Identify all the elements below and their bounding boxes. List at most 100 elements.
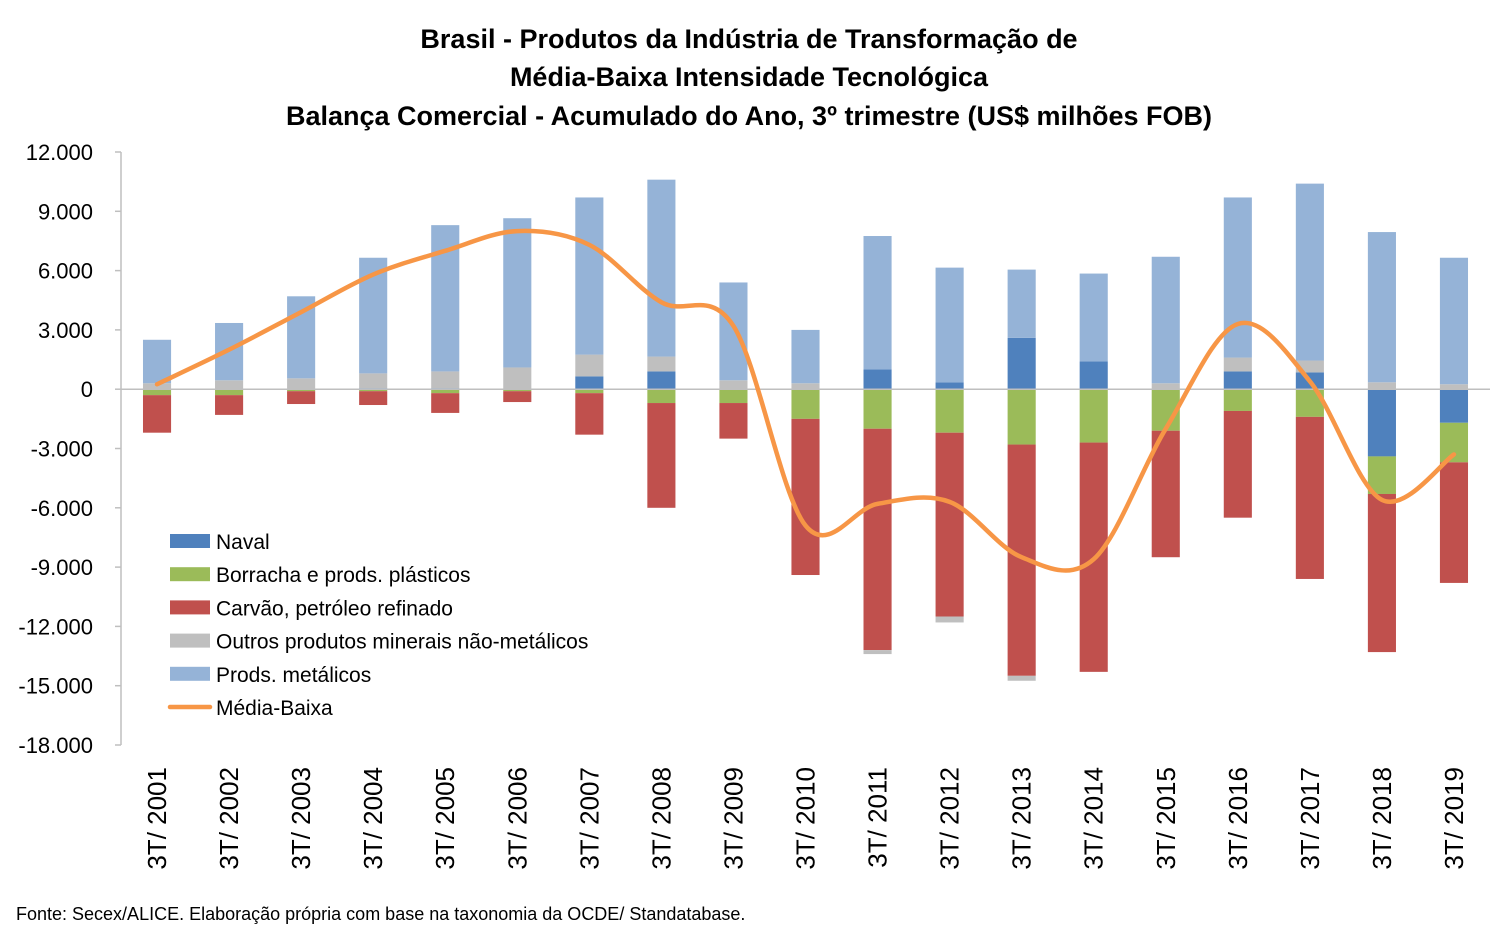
legend-label-4: Prods. metálicos (216, 664, 371, 687)
bar-series-1-10 (863, 389, 892, 429)
bar-series-0-17 (1367, 389, 1396, 457)
bar-series-4-7 (647, 179, 676, 357)
bar-series-3-14 (1151, 383, 1180, 390)
bar-series-3-7 (647, 356, 676, 372)
bar-series-1-3 (359, 389, 388, 392)
bar-series-0-15 (1223, 371, 1252, 390)
bar-series-2-3 (359, 391, 388, 406)
bar-series-1-8 (719, 389, 748, 404)
source-note: Fonte: Secex/ALICE. Elaboração própria c… (16, 904, 745, 924)
bar-series-2-10 (863, 428, 892, 651)
bar-series-4-0 (142, 339, 172, 384)
bar-series-1-4 (431, 389, 460, 394)
bar-series-1-15 (1223, 389, 1252, 411)
y-tick-label-1: 9.000 (38, 199, 93, 224)
bar-series-4-5 (503, 218, 532, 368)
bar-series-3-18 (1439, 384, 1469, 390)
y-tick-label-0: 12.000 (26, 140, 93, 165)
bar-series-1-5 (503, 389, 532, 392)
bar-series-4-14 (1151, 256, 1180, 384)
bar-series-0-6 (575, 376, 604, 390)
y-tick-label-2: 6.000 (38, 259, 93, 284)
bar-series-4-18 (1439, 257, 1469, 385)
bar-series-1-12 (1007, 389, 1036, 445)
y-tick-label-10: -18.000 (18, 733, 93, 758)
legend-swatch-4 (170, 666, 210, 681)
legend-label-5: Média-Baixa (216, 697, 333, 720)
bar-series-4-11 (935, 267, 964, 383)
axes-layer: 12.000 9.000 6.000 3.000 0 -3.000 -6.000 -9.000… (18, 140, 1490, 870)
legend-swatch-0 (170, 534, 210, 548)
bar-series-4-15 (1223, 197, 1252, 358)
x-tick-label-2: 3T/ 2003 (286, 767, 316, 870)
bar-series-3-12 (1007, 675, 1036, 681)
x-tick-label-4: 3T/ 2005 (430, 767, 460, 870)
y-tick-label-7: -9.000 (31, 555, 93, 580)
y-tick-label-3: 3.000 (38, 318, 93, 343)
x-tick-label-10: 3T/ 2011 (863, 767, 893, 868)
bar-series-2-11 (935, 432, 964, 617)
bar-series-0-11 (935, 382, 964, 390)
bar-series-2-1 (215, 395, 244, 415)
bar-series-1-17 (1367, 456, 1396, 494)
y-tick-label-4: 0 (81, 377, 93, 402)
x-tick-label-12: 3T/ 2013 (1007, 767, 1037, 870)
bar-series-1-13 (1079, 389, 1108, 443)
legend: Naval Borracha e prods. plásticos Carvão, … (167, 531, 588, 720)
bar-series-2-17 (1367, 493, 1396, 653)
bar-series-1-7 (647, 389, 676, 404)
bar-series-4-6 (575, 197, 604, 355)
bar-series-3-2 (287, 378, 316, 390)
bar-series-0-12 (1007, 337, 1036, 390)
bar-series-3-6 (575, 354, 604, 377)
bar-series-0-10 (863, 369, 892, 390)
bar-series-3-1 (215, 380, 244, 390)
bar-series-3-11 (935, 616, 964, 623)
legend-swatch-3 (170, 633, 210, 648)
bar-series-1-6 (575, 389, 604, 394)
bar-series-4-8 (719, 282, 748, 381)
x-tick-label-7: 3T/ 2008 (646, 767, 676, 870)
legend-label-1: Borracha e prods. plásticos (216, 564, 470, 587)
bar-series-2-7 (647, 403, 676, 508)
bar-series-0-18 (1439, 389, 1469, 423)
bar-series-3-5 (503, 367, 532, 390)
bar-series-0-13 (1079, 361, 1108, 390)
x-tick-label-9: 3T/ 2010 (791, 767, 821, 870)
bar-series-2-16 (1295, 416, 1324, 579)
chart-title: Brasil - Produtos da Indústria de Transf… (286, 24, 1212, 131)
bar-series-2-6 (575, 393, 604, 435)
bar-series-2-14 (1151, 430, 1180, 558)
legend-label-0: Naval (216, 531, 270, 554)
x-tick-label-14: 3T/ 2015 (1151, 767, 1181, 870)
chart-title-line-3: Balança Comercial - Acumulado do Ano, 3º… (286, 101, 1212, 131)
bar-series-1-2 (287, 389, 316, 392)
x-tick-label-18: 3T/ 2019 (1439, 767, 1469, 870)
bar-series-2-15 (1223, 410, 1252, 518)
bar-series-4-17 (1367, 232, 1396, 383)
y-tick-label-5: -3.000 (31, 437, 93, 462)
bar-series-3-8 (719, 380, 748, 390)
x-tick-label-17: 3T/ 2018 (1367, 767, 1397, 870)
y-tick-label-9: -15.000 (18, 674, 93, 699)
bar-series-3-17 (1367, 382, 1396, 390)
bar-series-1-0 (142, 389, 172, 396)
x-tick-label-16: 3T/ 2017 (1295, 767, 1325, 870)
bar-series-2-8 (719, 403, 748, 439)
bar-series-3-4 (431, 371, 460, 389)
line-series-5 (154, 228, 1457, 573)
bar-series-2-4 (431, 393, 460, 413)
bar-series-4-16 (1295, 183, 1324, 361)
bar-series-2-2 (287, 391, 316, 405)
bar-series-1-11 (935, 389, 964, 433)
legend-swatch-2 (170, 600, 210, 615)
bar-series-0-7 (647, 371, 676, 390)
legend-label-2: Carvão, petróleo refinado (216, 597, 453, 620)
line-layer (154, 228, 1457, 573)
bar-series-4-13 (1079, 273, 1108, 362)
x-tick-label-1: 3T/ 2002 (214, 767, 244, 870)
x-tick-label-11: 3T/ 2012 (935, 767, 965, 870)
chart-title-line-1: Brasil - Produtos da Indústria de Transf… (420, 24, 1077, 54)
